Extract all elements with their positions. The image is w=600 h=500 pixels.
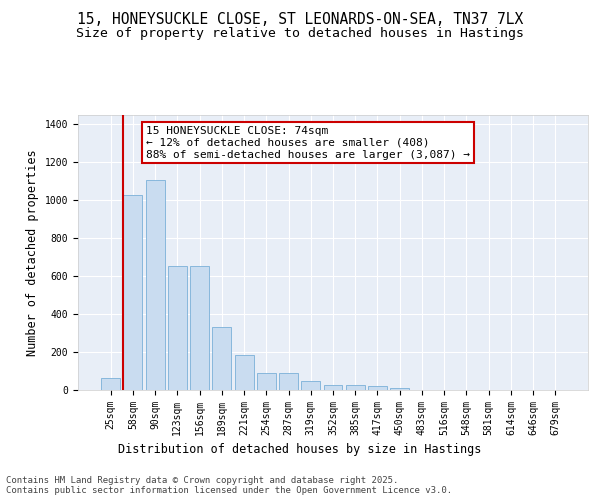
Bar [301, 382, 320, 390]
Text: 15, HONEYSUCKLE CLOSE, ST LEONARDS-ON-SEA, TN37 7LX: 15, HONEYSUCKLE CLOSE, ST LEONARDS-ON-SE… [77, 12, 523, 28]
Bar [368, 386, 387, 390]
Bar [168, 266, 187, 390]
Text: Distribution of detached houses by size in Hastings: Distribution of detached houses by size … [118, 442, 482, 456]
Bar [323, 384, 343, 390]
Bar [212, 328, 231, 390]
Bar [390, 388, 409, 390]
Bar [235, 355, 254, 390]
Bar [190, 266, 209, 390]
Bar [146, 180, 164, 390]
Y-axis label: Number of detached properties: Number of detached properties [26, 149, 39, 356]
Bar [124, 194, 142, 390]
Text: 15 HONEYSUCKLE CLOSE: 74sqm
← 12% of detached houses are smaller (408)
88% of se: 15 HONEYSUCKLE CLOSE: 74sqm ← 12% of det… [146, 126, 470, 160]
Bar [279, 374, 298, 390]
Text: Size of property relative to detached houses in Hastings: Size of property relative to detached ho… [76, 28, 524, 40]
Bar [257, 374, 276, 390]
Bar [346, 386, 365, 390]
Bar [101, 378, 120, 390]
Text: Contains HM Land Registry data © Crown copyright and database right 2025.
Contai: Contains HM Land Registry data © Crown c… [6, 476, 452, 495]
